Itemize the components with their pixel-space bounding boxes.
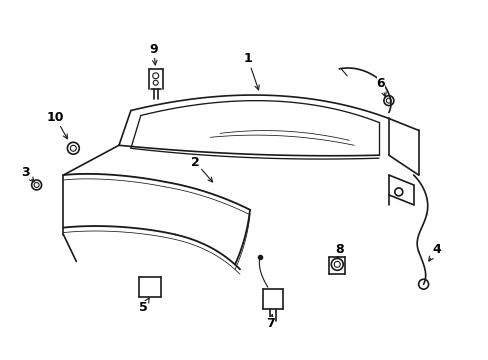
Text: 2: 2: [191, 156, 212, 182]
Text: 9: 9: [149, 42, 158, 65]
Text: 5: 5: [139, 298, 149, 314]
Text: 8: 8: [334, 243, 343, 257]
Text: 7: 7: [266, 315, 275, 330]
Text: 3: 3: [21, 166, 34, 182]
Text: 10: 10: [47, 111, 67, 139]
Text: 4: 4: [428, 243, 440, 261]
Text: 1: 1: [243, 53, 259, 90]
Text: 6: 6: [376, 77, 386, 97]
